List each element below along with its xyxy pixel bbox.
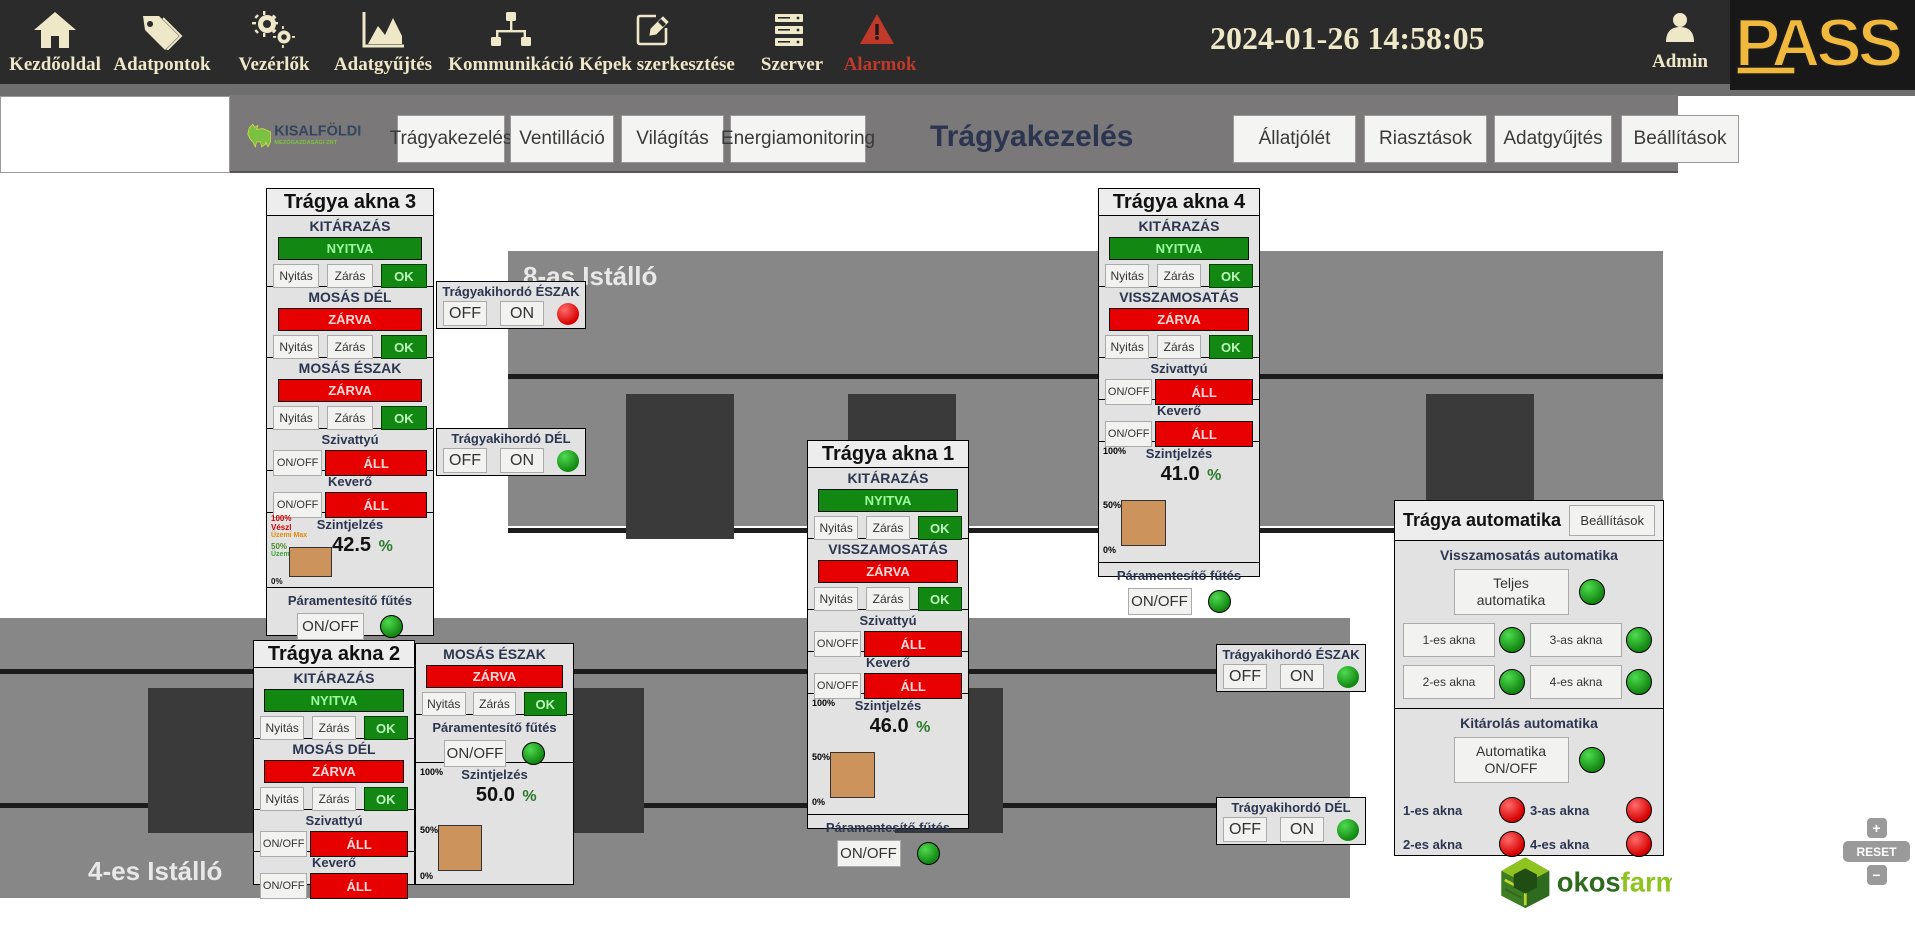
svg-text:KISALFÖLDI: KISALFÖLDI — [274, 123, 361, 140]
svg-text:okosfarm: okosfarm — [1557, 867, 1672, 898]
svg-text:MEZŐGAZDASÁGI ZRT: MEZŐGAZDASÁGI ZRT — [274, 139, 337, 146]
